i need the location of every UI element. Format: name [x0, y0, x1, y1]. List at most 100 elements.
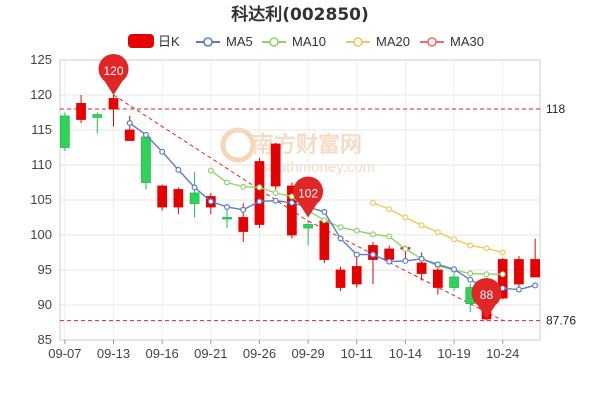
price-markers: 120 102 88 — [98, 54, 502, 319]
ma10-point — [386, 233, 393, 240]
y-tick-label: 100 — [30, 227, 52, 242]
x-tick-label: 10-11 — [341, 346, 373, 361]
candles — [60, 95, 540, 321]
x-tick-label: 09-07 — [48, 346, 81, 361]
price-pin-label: 88 — [480, 288, 494, 302]
ma10-point — [402, 246, 409, 253]
legend-label-ma5: MA5 — [226, 34, 253, 49]
reference-lines: 118 87.76 — [60, 102, 576, 328]
ma5-point — [207, 198, 214, 205]
ma5-point — [175, 166, 182, 173]
ma5-point — [321, 208, 328, 215]
price-pin-label: 102 — [298, 187, 318, 201]
ma10-point — [224, 179, 231, 186]
ma10-point — [207, 167, 214, 174]
ma5-point — [386, 258, 393, 265]
y-tick-label: 120 — [30, 87, 52, 102]
ma5-point — [353, 251, 360, 258]
x-tick-label: 10-14 — [389, 346, 422, 361]
legend-label-kline: 日K — [158, 34, 180, 49]
ma5-point — [159, 148, 166, 155]
candle-body — [351, 266, 362, 285]
price-pin — [471, 278, 502, 319]
candle-body — [173, 189, 184, 208]
ma5-point — [532, 282, 539, 289]
ma10-point — [256, 184, 263, 191]
candle-body — [60, 115, 70, 148]
y-tick-label: 125 — [30, 52, 52, 67]
ma20-line — [372, 202, 503, 254]
x-tick-label: 09-26 — [243, 346, 276, 361]
x-tick-label: 10-19 — [437, 346, 470, 361]
ma10-point — [272, 190, 279, 197]
legend-marker-ma30 — [427, 37, 437, 47]
candle-body — [530, 259, 540, 278]
y-tick-label: 110 — [31, 157, 52, 172]
candle-body — [108, 98, 119, 110]
x-tick-label: 09-16 — [146, 346, 179, 361]
ma20-point — [499, 249, 506, 256]
moving-averages — [126, 119, 539, 293]
trend-line — [113, 94, 309, 222]
candle-body — [416, 262, 427, 274]
x-tick-label: 09-29 — [291, 346, 324, 361]
watermark-url: southmoney.com — [262, 159, 375, 176]
legend-swatch-kline — [128, 34, 154, 48]
ma20-point — [434, 229, 441, 236]
ma10-point — [240, 183, 247, 190]
plot-border — [59, 59, 541, 341]
x-axis: 09-07 09-13 09-16 09-21 09-26 09-29 10-11 10-14… — [48, 340, 519, 361]
ma20-point — [483, 245, 490, 252]
ma10-point — [483, 271, 490, 278]
ma5-point — [337, 235, 344, 242]
candle-body — [287, 185, 297, 236]
watermark-logo-icon — [220, 127, 256, 163]
legend-marker-ma5 — [203, 37, 213, 47]
ma5-line — [129, 122, 536, 291]
ma10-point — [337, 224, 344, 231]
y-tick-label: 115 — [31, 122, 52, 137]
legend-label-ma20: MA20 — [376, 34, 410, 49]
candle-body — [157, 185, 168, 208]
y-tick-label: 85 — [38, 332, 52, 347]
ma5-point — [418, 255, 425, 262]
x-tick-label: 10-24 — [486, 346, 519, 361]
candle-body — [141, 136, 151, 183]
candle-body — [514, 259, 524, 285]
ma10-point — [353, 227, 360, 234]
ma5-point — [256, 198, 263, 205]
ma5-point — [434, 261, 441, 268]
ma5-point — [240, 206, 247, 213]
candle-body — [92, 114, 103, 118]
candle-body — [238, 217, 249, 232]
ma20-point — [402, 214, 409, 221]
ma5-point — [224, 204, 231, 211]
ma5-point — [451, 266, 458, 273]
candle-body — [303, 224, 313, 229]
candle-body — [497, 259, 508, 299]
y-tick-label: 105 — [30, 192, 52, 207]
candle-body — [449, 276, 459, 288]
ma10-point — [321, 217, 328, 224]
ma20-point — [467, 242, 474, 249]
candle-body — [124, 129, 135, 141]
ma10-point — [499, 271, 506, 278]
ma20-point — [369, 199, 376, 206]
ma10-point — [467, 270, 474, 277]
ma5-point — [467, 276, 474, 283]
ma5-point — [402, 257, 409, 264]
ma20-point — [451, 236, 458, 243]
legend-marker-ma10 — [269, 37, 279, 47]
ma5-point — [191, 184, 198, 191]
legend: 日K MA5 MA10 MA20 MA30 — [128, 34, 484, 49]
reference-line-label: 87.76 — [546, 314, 576, 328]
ma5-point — [126, 119, 133, 126]
ma5-point — [288, 199, 295, 206]
price-pin — [98, 54, 129, 95]
candle-body — [432, 269, 443, 288]
reference-line-label: 118 — [546, 102, 565, 116]
candle-body — [189, 192, 200, 204]
watermark-text: 南方财富网 — [252, 132, 362, 158]
